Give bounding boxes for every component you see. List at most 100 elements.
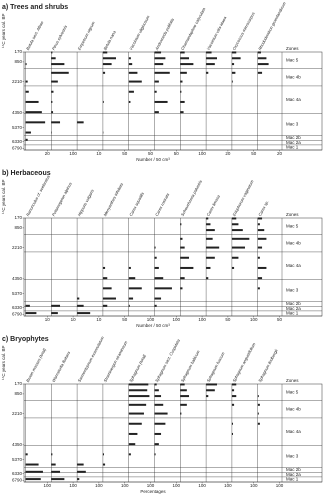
bar [206,256,215,259]
bar [206,383,217,386]
bar [206,395,209,398]
zone-label: Mac 2b [286,135,301,140]
bar [257,246,263,249]
taxon-name: Carex rostrata [154,192,171,217]
bar [180,389,187,392]
bar [180,266,194,269]
bar [231,389,235,392]
panel-title: a) Trees and shrubs [2,4,68,11]
bar [128,57,131,60]
bar [128,389,148,392]
bar [25,90,29,93]
y-tick-label: 170 [14,49,22,54]
bar [102,71,106,74]
bar [231,383,237,386]
bar [154,80,159,83]
bar [206,63,215,66]
bar [257,57,267,60]
bar [77,478,80,481]
x-tick-label: 100 [173,483,181,488]
bar [257,395,259,398]
bar [257,71,263,74]
bar [154,277,164,280]
panel-title: c) Bryophytes [2,336,49,343]
bar [128,383,149,386]
zone-label: Mac 5 [286,223,299,228]
taxon-name: Vaccinium vitis-idaea [206,15,228,51]
bar [180,287,183,290]
bar [128,443,136,446]
bar [25,131,31,134]
y-tick-label: 2210 [12,245,23,250]
bar [154,111,159,114]
bar [102,297,116,300]
bar [77,121,84,124]
zone-label: Mac 1 [286,311,299,316]
bar [128,277,136,280]
bar [231,256,239,259]
taxon-name: Straminergon stramineum [102,339,128,383]
bar [51,63,65,66]
bar [231,266,235,269]
bar [154,453,156,456]
zone-label: Mac 1 [286,145,299,150]
bar [180,57,190,60]
bar [257,229,265,232]
taxon-name: Empetrum nigrum [77,20,97,51]
bar [231,63,235,66]
x-tick-label: 10 [71,317,77,322]
bar [154,403,164,406]
bar [51,111,54,114]
bar [51,478,65,481]
bar [154,383,157,386]
taxon-name: Sphagnum sect. Cuspidata [154,338,181,383]
y-tick-label: 4350 [12,276,23,281]
bar [154,422,166,425]
bar [180,51,185,54]
bar [77,470,86,473]
bar [257,412,259,415]
zone-label: Mac 4a [286,429,301,434]
bar [180,277,185,280]
y-tick-label: 5370 [12,291,23,296]
bar [128,266,131,269]
bar [25,111,42,114]
bar [77,297,80,300]
y-tick-label: 850 [14,59,22,64]
taxon-name: Carex sp. [257,200,269,217]
zones-header: Zones [286,212,299,217]
bar [77,304,84,307]
bar [77,463,84,466]
bar [180,90,182,93]
bar [102,304,108,307]
bar [206,266,211,269]
bar [102,277,108,280]
x-tick-label: 100 [198,483,206,488]
bar [51,312,58,315]
y-tick-label: 4350 [12,110,23,115]
x-tick-label: 20 [45,151,51,156]
x-tick-label: 50 [225,317,231,322]
x-tick-label: 100 [198,151,206,156]
bar [25,80,28,83]
bar [231,223,239,226]
y-tick-label: 170 [14,215,22,220]
bar [154,256,157,259]
taxon-name: Betula sect. Albae [25,20,45,51]
y-tick-label: 2210 [12,79,23,84]
bar [231,237,250,240]
bar [231,229,243,232]
bar [128,395,150,398]
bar [51,71,69,74]
bar [51,121,61,124]
bar [231,217,237,220]
bar [102,51,108,54]
bar [206,51,212,54]
x-tick-label: 50 [122,151,128,156]
bar [154,51,162,54]
bar [25,100,39,103]
bar [231,51,237,54]
x-axis-label: Percentages [140,489,166,494]
bar [231,422,233,425]
taxon-name: Sarmentypnum exannulatum [77,335,106,383]
